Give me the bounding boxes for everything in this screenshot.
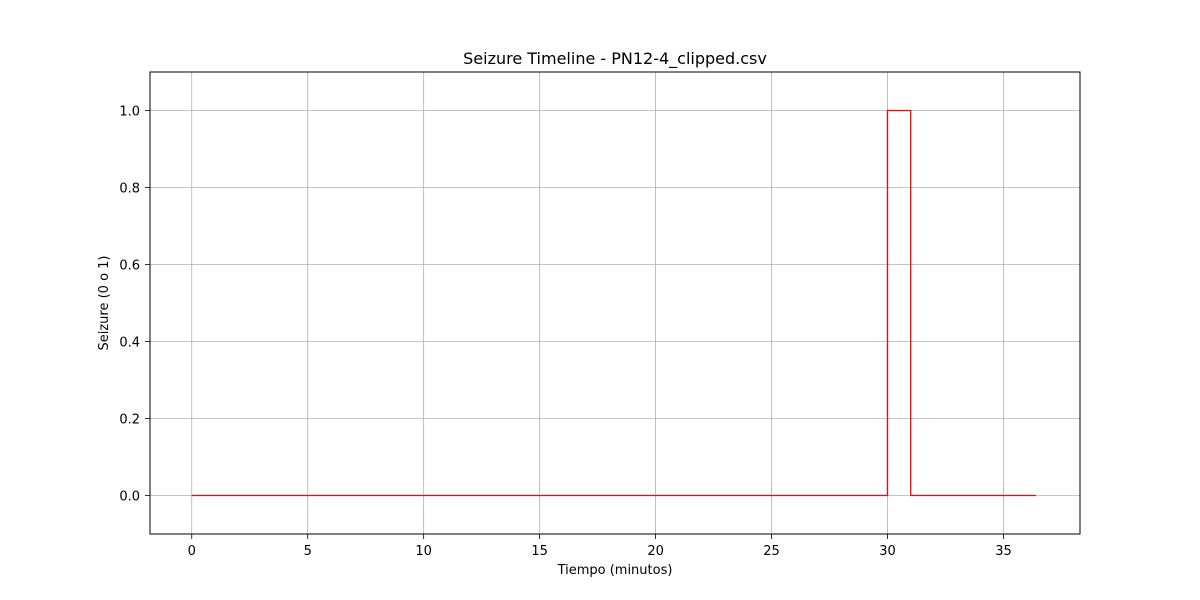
y-tick-label: 0.0 <box>119 490 140 505</box>
tick-marks: 0 5 10 15 20 25 30 35 0.0 0.2 0.4 0.6 0.8 1.0 <box>119 105 1011 560</box>
x-tick-label: 5 <box>304 544 312 559</box>
x-tick-label: 15 <box>531 544 548 559</box>
y-tick-label: 0.6 <box>119 259 140 274</box>
x-tick-label: 20 <box>647 544 664 559</box>
chart-title: Seizure Timeline - PN12-4_clipped.csv <box>463 49 767 69</box>
series-layer <box>191 109 1036 497</box>
plot-frame <box>149 71 1081 535</box>
y-tick-label: 0.2 <box>119 413 140 428</box>
x-tick-label: 10 <box>415 544 432 559</box>
grid-lines <box>150 72 1080 534</box>
y-tick-label: 0.4 <box>119 336 140 351</box>
x-axis-label: Tiempo (minutos) <box>557 563 673 578</box>
x-tick-label: 25 <box>763 544 780 559</box>
seizure-series-line <box>191 109 1036 497</box>
y-tick-label: 0.8 <box>119 182 140 197</box>
y-axis-label: Seizure (0 o 1) <box>97 255 112 350</box>
x-tick-label: 0 <box>188 544 196 559</box>
x-tick-label: 30 <box>879 544 896 559</box>
y-tick-label: 1.0 <box>119 105 140 120</box>
x-tick-label: 35 <box>995 544 1012 559</box>
